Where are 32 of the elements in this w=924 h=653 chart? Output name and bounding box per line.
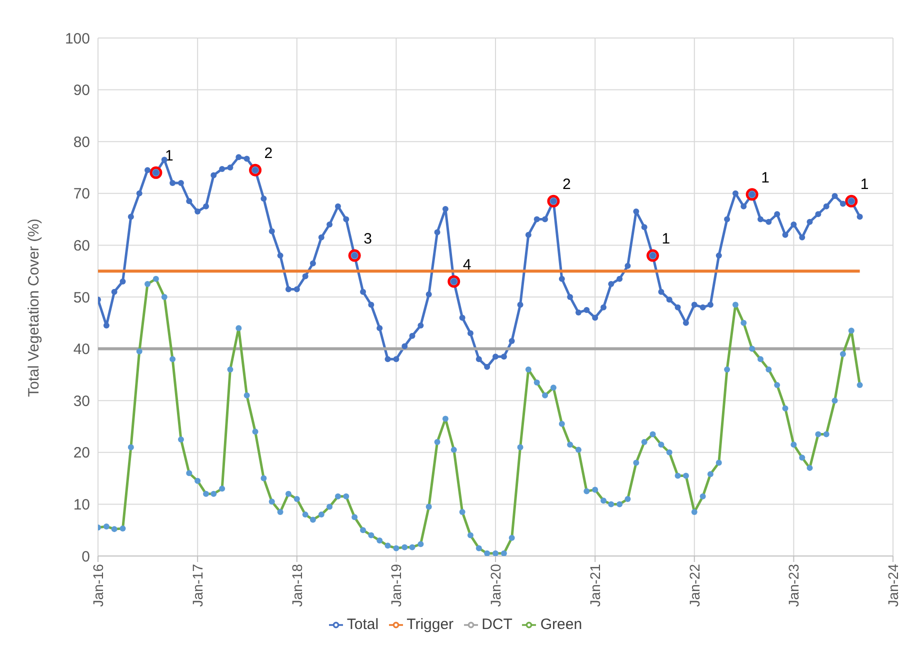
- y-tick-label: 0: [82, 548, 90, 566]
- legend-label: DCT: [482, 616, 512, 633]
- annotation: 2: [264, 145, 273, 162]
- annotation: 1: [662, 230, 670, 248]
- legend-label: Green: [540, 616, 582, 633]
- legend-label: Trigger: [406, 616, 454, 633]
- y-tick-label: 90: [73, 82, 90, 100]
- x-tick-label: Jan-23: [786, 564, 802, 607]
- y-tick-label: 80: [73, 134, 90, 151]
- annotation: 2: [562, 176, 571, 194]
- annotation: 1: [761, 169, 770, 186]
- x-tick-label: Jan-16: [90, 564, 106, 607]
- y-tick-label: 10: [73, 496, 90, 514]
- legend-label: Total: [346, 616, 379, 633]
- y-tick-label: 30: [73, 392, 90, 410]
- x-tick-label: Jan-22: [686, 564, 702, 607]
- y-tick-label: 100: [64, 30, 90, 48]
- x-tick-label: Jan-19: [388, 564, 404, 607]
- x-tick-label: Jan-17: [190, 564, 206, 607]
- annotation: 4: [462, 256, 472, 274]
- y-tick-label: 50: [73, 289, 90, 306]
- x-tick-label: Jan-21: [587, 564, 604, 607]
- annotation: 1: [860, 176, 869, 194]
- y-tick-label: 70: [73, 186, 90, 203]
- x-tick-label: Jan-24: [884, 564, 901, 607]
- y-tick-label: 40: [73, 341, 90, 358]
- y-axis-title: Total Vegetation Cover (%): [25, 218, 42, 397]
- x-tick-label: Jan-18: [288, 564, 305, 607]
- annotation: 3: [364, 230, 372, 248]
- x-tick-label: Jan-20: [487, 564, 504, 607]
- y-tick-label: 20: [73, 444, 90, 462]
- y-tick-label: 60: [73, 238, 90, 255]
